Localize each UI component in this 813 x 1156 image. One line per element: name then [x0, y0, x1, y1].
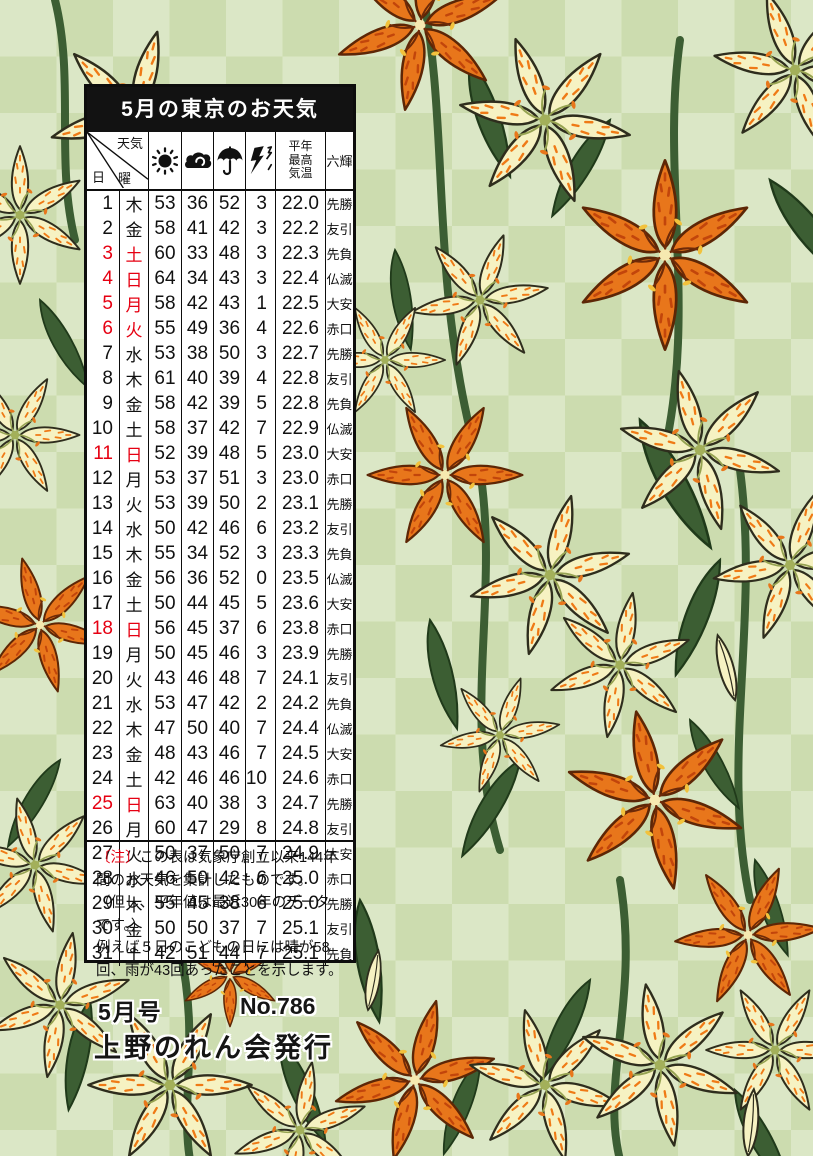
table-row: 20 火 43 46 48 7 24.1 友引	[87, 666, 353, 691]
corner-label-dow: 曜	[118, 171, 132, 186]
footer-issue-label: 5月号	[98, 999, 163, 1025]
table-row: 26 月 60 47 29 8 24.8 友引	[87, 816, 353, 841]
table-row: 18 日 56 45 37 6 23.8 赤口	[87, 616, 353, 641]
footer-publisher: 上野のれん会発行	[94, 1033, 334, 1063]
table-row: 31 土 42 51 44 7 25.1 先負	[87, 941, 353, 966]
table-row: 9 金 58 42 39 5 22.8 先負	[87, 391, 353, 416]
table-row: 25 日 63 40 38 3 24.7 先勝	[87, 791, 353, 816]
note-line-2: （但し、平年値は最近30年のデータです。）	[96, 895, 330, 934]
table-row: 28 水 46 50 42 6 25.0 赤口	[87, 866, 353, 891]
rokuyo-header: 六輝	[326, 154, 353, 169]
table-row: 16 金 56 36 52 0 23.5 仏滅	[87, 566, 353, 591]
table-row: 23 金 48 43 46 7 24.5 大安	[87, 741, 353, 766]
table-row: 27 火 50 37 50 7 24.9 大安	[87, 841, 353, 866]
table-row: 24 土 42 46 46 10 24.6 赤口	[87, 766, 353, 791]
corner-header-cell: 天気 曜 日	[87, 132, 149, 189]
note-tag: 〔注〕	[96, 850, 140, 866]
table-row: 17 土 50 44 45 5 23.6 大安	[87, 591, 353, 616]
table-row: 29 木 55 45 38 6 25.0 先勝	[87, 891, 353, 916]
table-row: 13 火 53 39 50 2 23.1 先勝	[87, 491, 353, 516]
table-row: 4 日 64 34 43 3 22.4 仏滅	[87, 266, 353, 291]
temp-header-line1: 平年	[288, 139, 313, 154]
temp-header-line3: 気温	[288, 166, 313, 181]
note-line-1: 〔注〕この表は気象庁創立以来144年間のお天気を集計したものです。	[96, 850, 338, 889]
table-row: 19 月 50 45 46 3 23.9 先勝	[87, 641, 353, 666]
footer-issue-number: No.786	[240, 993, 316, 1019]
table-row: 6 火 55 49 36 4 22.6 赤口	[87, 316, 353, 341]
cloud-icon	[182, 132, 214, 189]
table-row: 15 木 55 34 52 3 23.3 先負	[87, 541, 353, 566]
umbrella-icon	[214, 132, 246, 189]
corner-label-day: 日	[92, 170, 106, 185]
table-row: 30 金 50 50 37 7 25.1 友引	[87, 916, 353, 941]
weather-table-body: 1 木 53 36 52 3 22.0 先勝 2 金 58 41 42 3 22.2 友引 3 土 60 33 48 3 2…	[87, 191, 353, 966]
weather-panel: 5月の東京のお天気 天気 曜 日	[84, 84, 356, 979]
table-header: 天気 曜 日	[87, 132, 353, 191]
note-line-3: 例えば５日のこどもの日には晴が58回、雨が43回あったことを示します。	[96, 940, 343, 979]
table-row: 7 水 53 38 50 3 22.7 先勝	[87, 341, 353, 366]
table-row: 1 木 53 36 52 3 22.0 先勝	[87, 191, 353, 216]
table-row: 21 水 53 47 42 2 24.2 先負	[87, 691, 353, 716]
panel-title: 5月の東京のお天気	[87, 87, 353, 132]
table-row: 3 土 60 33 48 3 22.3 先負	[87, 241, 353, 266]
table-row: 11 日 52 39 48 5 23.0 大安	[87, 441, 353, 466]
temp-header-line2: 最高	[288, 152, 313, 167]
note-box: 〔注〕この表は気象庁創立以来144年間のお天気を集計したものです。 （但し、平年…	[87, 840, 353, 979]
sun-icon	[149, 132, 182, 189]
table-row: 10 土 58 37 42 7 22.9 仏滅	[87, 416, 353, 441]
diagonal-lines	[87, 132, 148, 189]
corner-label-weather: 天気	[116, 136, 143, 151]
table-row: 22 木 47 50 40 7 24.4 仏滅	[87, 716, 353, 741]
thunder-icon	[246, 132, 276, 189]
table-row: 8 木 61 40 39 4 22.8 友引	[87, 366, 353, 391]
table-row: 12 月 53 37 51 3 23.0 赤口	[87, 466, 353, 491]
table-row: 2 金 58 41 42 3 22.2 友引	[87, 216, 353, 241]
temp-header: 平年 最高 気温	[276, 132, 326, 189]
table-row: 14 水 50 42 46 6 23.2 友引	[87, 516, 353, 541]
table-row: 5 月 58 42 43 1 22.5 大安	[87, 291, 353, 316]
